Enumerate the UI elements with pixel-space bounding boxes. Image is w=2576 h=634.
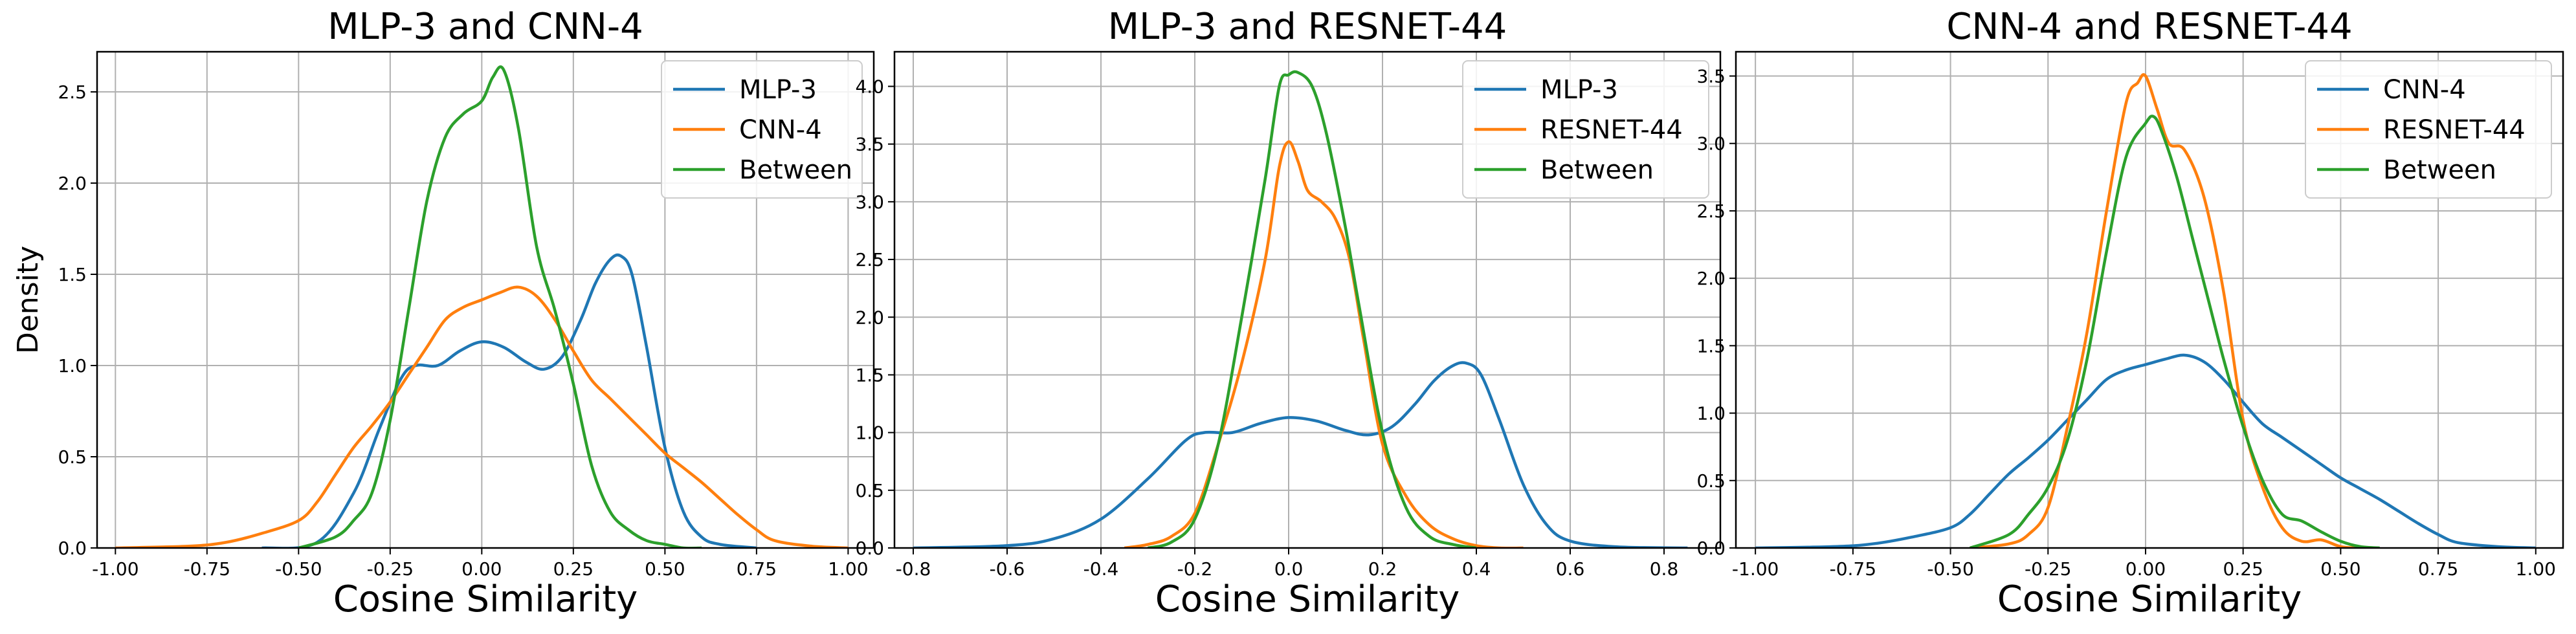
legend-label: RESNET-44	[2383, 115, 2526, 145]
series-line-mlp-3	[913, 361, 1688, 548]
x-tick-label: -1.00	[1732, 558, 1779, 580]
chart-title: MLP-3 and CNN-4	[328, 6, 643, 48]
series-line-resnet-44	[1124, 140, 1524, 548]
x-tick-label: -0.25	[2025, 558, 2071, 580]
x-tick-label: 0.4	[1462, 558, 1491, 580]
legend-box	[1462, 60, 1709, 199]
x-tick-label: 0.50	[2320, 558, 2360, 580]
x-tick-label: 0.2	[1368, 558, 1397, 580]
y-tick-label: 0.5	[855, 480, 884, 501]
x-axis-label: Cosine Similarity	[1155, 578, 1460, 620]
legend-label: RESNET-44	[1540, 115, 1683, 145]
y-tick-label: 0.5	[1696, 470, 1726, 492]
x-tick-label: 0.75	[2418, 558, 2458, 580]
x-tick-label: -0.25	[367, 558, 414, 580]
x-tick-label: 0.8	[1650, 558, 1679, 580]
chart-title: MLP-3 and RESNET-44	[1108, 6, 1507, 48]
legend: MLP-3 RESNET-44 Between	[1462, 60, 1709, 199]
y-tick-label: 2.0	[58, 173, 87, 194]
legend-label: Between	[1540, 155, 1654, 185]
x-tick-label: -0.6	[990, 558, 1025, 580]
legend-label: Between	[739, 155, 852, 185]
series-line-between	[298, 65, 702, 548]
legend-box	[2305, 60, 2552, 199]
y-tick-label: 0.5	[58, 446, 87, 468]
legend-label: CNN-4	[2383, 75, 2466, 105]
y-tick-label: 1.0	[58, 355, 87, 377]
series-line-mlp-3	[261, 253, 757, 548]
y-tick-label: 3.0	[1696, 133, 1726, 155]
series-line-between	[1969, 115, 2380, 548]
chart-panel-3: -1.00 -0.75 -0.50 -0.25 0.00 0.25 0.50 0.75 1.00…	[1696, 6, 2564, 620]
x-tick-label: -0.4	[1083, 558, 1119, 580]
x-tick-label: -0.75	[1830, 558, 1876, 580]
y-tick-label: 1.5	[58, 264, 87, 285]
x-tick-label: 0.6	[1556, 558, 1585, 580]
y-tick-label: 1.5	[1696, 335, 1726, 356]
y-tick-label: 3.5	[855, 134, 884, 155]
x-axis-label: Cosine Similarity	[333, 578, 638, 620]
y-tick-label: 0.0	[1696, 538, 1726, 559]
y-tick-label: 1.5	[855, 364, 884, 386]
y-tick-label: 4.0	[855, 76, 884, 98]
x-tick-label: 1.00	[828, 558, 868, 580]
x-tick-label: 0.00	[2126, 558, 2166, 580]
series-line-cnn-4	[1755, 353, 2536, 548]
x-tick-label: 0.25	[553, 558, 594, 580]
axes-frame	[893, 50, 1722, 549]
series-line-cnn-4	[115, 285, 849, 548]
x-tick-label: 0.25	[2223, 558, 2263, 580]
y-tick-label: 2.5	[855, 249, 884, 270]
y-axis-label: Density	[12, 246, 45, 354]
y-tick-label: 3.0	[855, 191, 884, 213]
y-tick-label: 2.0	[1696, 268, 1726, 289]
x-tick-label: -0.50	[275, 558, 322, 580]
axes-frame	[96, 50, 875, 549]
legend-label: MLP-3	[1540, 75, 1618, 105]
x-tick-label: 0.0	[1274, 558, 1304, 580]
legend: CNN-4 RESNET-44 Between	[2305, 60, 2552, 199]
legend: MLP-3 CNN-4 Between	[661, 60, 863, 199]
x-tick-label: 1.00	[2516, 558, 2556, 580]
chart-panel-1: -1.00 -0.75 -0.50 -0.25 0.00 0.25 0.50 0.75 1.00…	[12, 6, 875, 620]
y-tick-label: 1.0	[1696, 403, 1726, 424]
x-axis-label: Cosine Similarity	[1997, 578, 2302, 620]
x-tick-label: -0.2	[1177, 558, 1213, 580]
x-tick-label: 0.00	[461, 558, 502, 580]
x-tick-label: -0.50	[1927, 558, 1973, 580]
y-tick-label: 1.0	[855, 422, 884, 444]
legend-label: MLP-3	[739, 75, 817, 105]
y-tick-label: 3.5	[1696, 66, 1726, 87]
y-tick-label: 0.0	[855, 538, 884, 559]
chart-panel-2: -0.8 -0.6 -0.4 -0.2 0.0 0.2 0.4 0.6 0.8 0.0 0.5 1.0…	[855, 6, 1722, 620]
y-tick-label: 2.5	[1696, 201, 1726, 222]
x-tick-label: -1.00	[92, 558, 139, 580]
x-tick-label: 0.75	[737, 558, 777, 580]
legend-label: CNN-4	[739, 115, 822, 145]
x-tick-label: 0.50	[645, 558, 685, 580]
legend-box	[661, 60, 863, 199]
x-tick-label: -0.8	[896, 558, 931, 580]
axes-frame	[1735, 50, 2564, 549]
y-tick-label: 0.0	[58, 538, 87, 559]
series-line-resnet-44	[1970, 72, 2360, 548]
chart-title: CNN-4 and RESNET-44	[1946, 6, 2352, 48]
y-tick-label: 2.5	[58, 82, 87, 103]
y-tick-label: 2.0	[855, 307, 884, 328]
series-line-between	[1147, 70, 1477, 548]
legend-label: Between	[2383, 155, 2496, 185]
x-tick-label: -0.75	[184, 558, 230, 580]
